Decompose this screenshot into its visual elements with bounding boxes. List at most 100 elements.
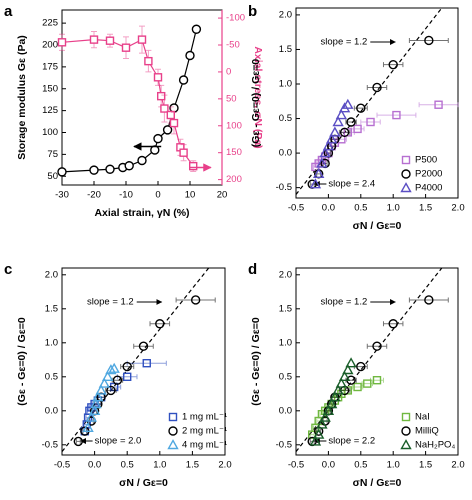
data-point [188,161,198,171]
y-tick-label: 1.0 [45,337,58,348]
error-bar [382,321,404,327]
y-tick-label: 50 [47,171,58,182]
y-axis-label: (Gε - Gε=0) / Gε=0 [16,317,28,406]
data-point [309,435,322,446]
error-bar [350,126,365,132]
data-point [342,98,354,109]
legend-label: P500 [415,155,437,166]
error-bar [366,84,388,90]
error-bar [149,321,171,327]
y-tick-label: 75 [47,149,58,160]
y-tick-label: 125 [42,105,58,116]
x-tick-label: 0.5 [354,203,367,214]
error-bar [382,62,404,68]
y-tick-label: 0.0 [45,405,58,416]
y-tick-label: 225 [42,18,58,29]
x-axis-label: σN / Gε=0 [119,477,168,489]
y-axis-label: (Gε - Gε=0) / Gε=0 [250,317,262,406]
data-point [335,377,348,388]
data-point [160,104,169,113]
y-tick-label: -0.5 [276,439,292,450]
data-point [309,178,322,189]
data-point [169,118,179,128]
y-axis-label: Storage modulus Gε (Pa) [16,35,28,160]
y2-tick-label: 150 [226,147,242,158]
data-point [138,341,149,351]
data-point [342,364,354,375]
x-tick-label: 2.0 [451,203,464,214]
data-point [325,398,338,409]
error-bar [418,102,459,108]
data-point [124,161,134,171]
data-point [153,133,163,144]
data-point [85,411,98,422]
x-tick-label: -30 [55,190,69,201]
y-tick-label: 0.5 [279,113,292,124]
data-point [112,375,123,385]
y-tick-label: 1.0 [279,79,292,90]
data-point [190,295,201,305]
legend-marker [168,426,178,436]
x-tick-label: 1.5 [419,460,432,471]
data-point [90,398,102,409]
y-tick-label: 1.0 [279,337,292,348]
data-point [89,35,99,44]
y-tick-label: 100 [42,127,58,138]
error-bar [376,112,417,118]
data-point [329,391,341,402]
data-point [372,341,382,351]
annotation: slope = 2.4 [328,179,375,190]
legend-marker [400,182,412,193]
x-tick-label: 1.0 [153,460,166,471]
error-bar [360,119,381,125]
x-tick-label: 0.0 [322,203,335,214]
x-tick-label: 1.0 [387,460,400,471]
y-tick-label: 0.0 [279,405,292,416]
data-point [319,411,331,422]
y2-tick-label: 100 [226,120,242,131]
y-tick-label: 1.5 [279,44,292,55]
data-point [316,157,328,168]
data-point [95,384,107,395]
y-tick-label: 0.0 [279,148,292,159]
data-point [108,362,120,373]
y-tick-label: 150 [42,83,58,94]
data-point [156,91,166,101]
data-point [179,148,188,157]
data-point [388,59,398,70]
legend-marker [167,439,179,450]
data-point [82,421,94,432]
error-bar [366,343,388,349]
data-point [332,384,344,395]
data-point [101,370,114,381]
data-point [155,319,165,329]
data-point [363,379,372,388]
x-tick-label: 0 [155,190,160,201]
legend-marker [400,439,412,450]
plot-frame [295,267,459,456]
y-axis-label: (Gε - Gε=0) / Gε=0 [250,59,262,148]
legend-label: 2 mg mL⁻¹ [182,426,227,437]
x-tick-label: 2.0 [218,460,231,471]
fit-line [295,7,443,195]
data-point [122,372,132,381]
x-tick-label: 1.0 [387,203,400,214]
annotation: slope = 1.2 [321,297,368,308]
data-point [106,385,116,396]
y-tick-label: 175 [42,61,58,72]
data-point [153,73,163,82]
data-point [89,165,99,175]
legend-label: P4000 [415,183,442,194]
y-tick-label: 1.5 [279,303,292,314]
data-point [137,155,147,166]
data-point [92,391,104,402]
y-tick-label: 2.0 [45,269,58,280]
data-point [312,167,325,179]
data-point [105,364,117,375]
data-point [144,56,153,66]
x-axis-label: σN / Gε=0 [353,220,402,232]
data-point [372,376,382,385]
x-tick-label: 1.5 [186,460,199,471]
y2-tick-label: 0 [226,66,231,77]
y-tick-label: 2.0 [279,9,292,20]
